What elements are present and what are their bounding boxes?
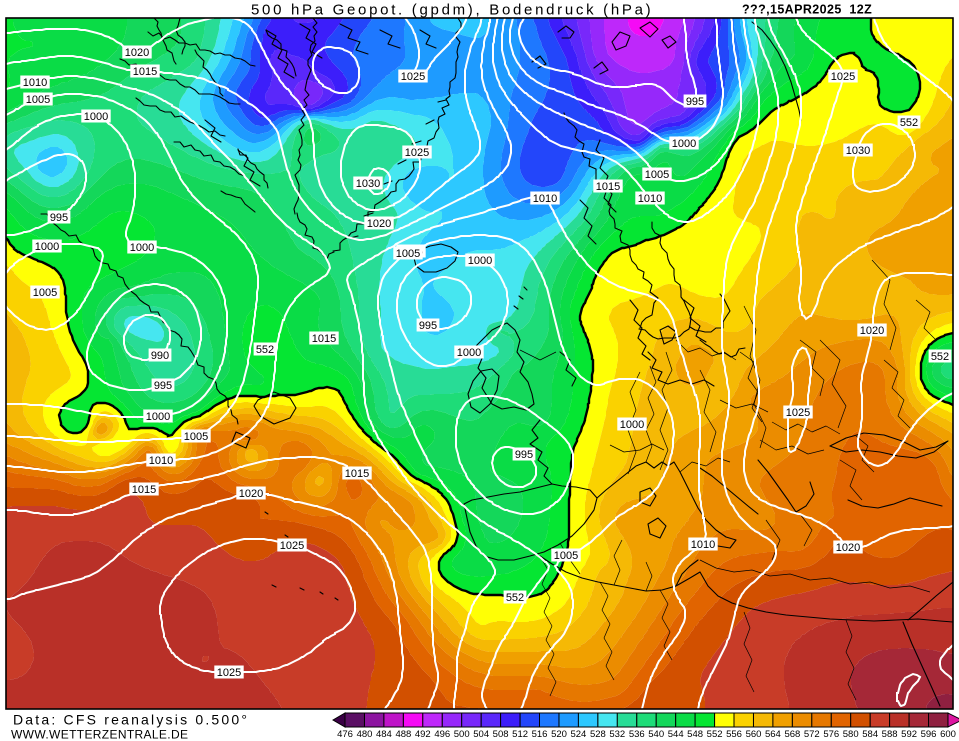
svg-text:496: 496 xyxy=(434,729,450,740)
svg-text:1005: 1005 xyxy=(33,287,57,299)
svg-text:500: 500 xyxy=(454,729,470,740)
svg-text:576: 576 xyxy=(823,729,839,740)
svg-text:1030: 1030 xyxy=(356,178,380,190)
svg-text:1015: 1015 xyxy=(133,66,157,78)
svg-text:1025: 1025 xyxy=(280,540,304,552)
svg-text:516: 516 xyxy=(532,729,548,740)
svg-text:1005: 1005 xyxy=(645,169,669,181)
svg-text:600: 600 xyxy=(940,729,956,740)
svg-text:1025: 1025 xyxy=(401,71,425,83)
svg-text:488: 488 xyxy=(395,729,411,740)
svg-text:1025: 1025 xyxy=(217,667,241,679)
svg-text:492: 492 xyxy=(415,729,431,740)
svg-text:540: 540 xyxy=(648,729,664,740)
svg-text:1000: 1000 xyxy=(468,255,492,267)
svg-text:560: 560 xyxy=(746,729,762,740)
svg-text:592: 592 xyxy=(901,729,917,740)
svg-text:1025: 1025 xyxy=(831,71,855,83)
svg-text:1005: 1005 xyxy=(184,431,208,443)
svg-text:588: 588 xyxy=(882,729,898,740)
svg-text:1015: 1015 xyxy=(345,468,369,480)
svg-text:1000: 1000 xyxy=(146,411,170,423)
svg-text:990: 990 xyxy=(151,350,169,362)
svg-text:995: 995 xyxy=(50,212,68,224)
svg-text:584: 584 xyxy=(862,729,878,740)
svg-text:524: 524 xyxy=(570,729,586,740)
svg-text:995: 995 xyxy=(419,320,437,332)
svg-text:552: 552 xyxy=(931,351,949,363)
svg-text:1005: 1005 xyxy=(554,550,578,562)
svg-text:528: 528 xyxy=(590,729,606,740)
svg-text:552: 552 xyxy=(256,344,274,356)
svg-text:532: 532 xyxy=(609,729,625,740)
svg-text:1020: 1020 xyxy=(836,542,860,554)
svg-text:544: 544 xyxy=(668,729,684,740)
svg-text:1010: 1010 xyxy=(533,193,557,205)
svg-text:476: 476 xyxy=(337,729,353,740)
svg-text:1010: 1010 xyxy=(23,77,47,89)
svg-text:1005: 1005 xyxy=(396,248,420,260)
svg-text:1025: 1025 xyxy=(405,147,429,159)
svg-text:995: 995 xyxy=(515,449,533,461)
svg-text:1020: 1020 xyxy=(367,218,391,230)
svg-text:1000: 1000 xyxy=(620,419,644,431)
svg-text:548: 548 xyxy=(687,729,703,740)
svg-text:995: 995 xyxy=(686,96,704,108)
svg-text:1000: 1000 xyxy=(84,111,108,123)
svg-text:WWW.WETTERZENTRALE.DE: WWW.WETTERZENTRALE.DE xyxy=(11,728,188,741)
svg-text:1000: 1000 xyxy=(457,347,481,359)
svg-text:1015: 1015 xyxy=(132,484,156,496)
svg-text:1015: 1015 xyxy=(596,181,620,193)
svg-text:1020: 1020 xyxy=(860,325,884,337)
svg-text:1010: 1010 xyxy=(638,193,662,205)
svg-text:552: 552 xyxy=(506,592,524,604)
svg-text:1015: 1015 xyxy=(312,333,336,345)
svg-text:572: 572 xyxy=(804,729,820,740)
svg-text:1020: 1020 xyxy=(239,488,263,500)
svg-text:1020: 1020 xyxy=(125,47,149,59)
svg-text:480: 480 xyxy=(357,729,373,740)
svg-text:Data: CFS reanalysis 0.500°: Data: CFS reanalysis 0.500° xyxy=(13,712,249,728)
svg-text:568: 568 xyxy=(784,729,800,740)
svg-text:520: 520 xyxy=(551,729,567,740)
svg-text:596: 596 xyxy=(921,729,937,740)
svg-text:1025: 1025 xyxy=(786,407,810,419)
svg-text:1010: 1010 xyxy=(691,539,715,551)
svg-text:500 hPa Geopot. (gpdm), Bodend: 500 hPa Geopot. (gpdm), Bodendruck (hPa) xyxy=(251,2,653,19)
svg-text:564: 564 xyxy=(765,729,781,740)
svg-text:512: 512 xyxy=(512,729,528,740)
svg-text:580: 580 xyxy=(843,729,859,740)
svg-text:552: 552 xyxy=(900,117,918,129)
svg-text:552: 552 xyxy=(707,729,723,740)
svg-text:556: 556 xyxy=(726,729,742,740)
svg-text:995: 995 xyxy=(154,380,172,392)
svg-text:1010: 1010 xyxy=(149,455,173,467)
svg-text:508: 508 xyxy=(493,729,509,740)
svg-text:1000: 1000 xyxy=(130,242,154,254)
svg-text:???,15APR2025 12Z: ???,15APR2025 12Z xyxy=(742,3,872,17)
svg-text:504: 504 xyxy=(473,729,489,740)
svg-text:1000: 1000 xyxy=(35,241,59,253)
svg-text:1030: 1030 xyxy=(846,145,870,157)
svg-text:536: 536 xyxy=(629,729,645,740)
svg-text:1000: 1000 xyxy=(672,138,696,150)
svg-text:484: 484 xyxy=(376,729,392,740)
svg-text:1005: 1005 xyxy=(26,94,50,106)
